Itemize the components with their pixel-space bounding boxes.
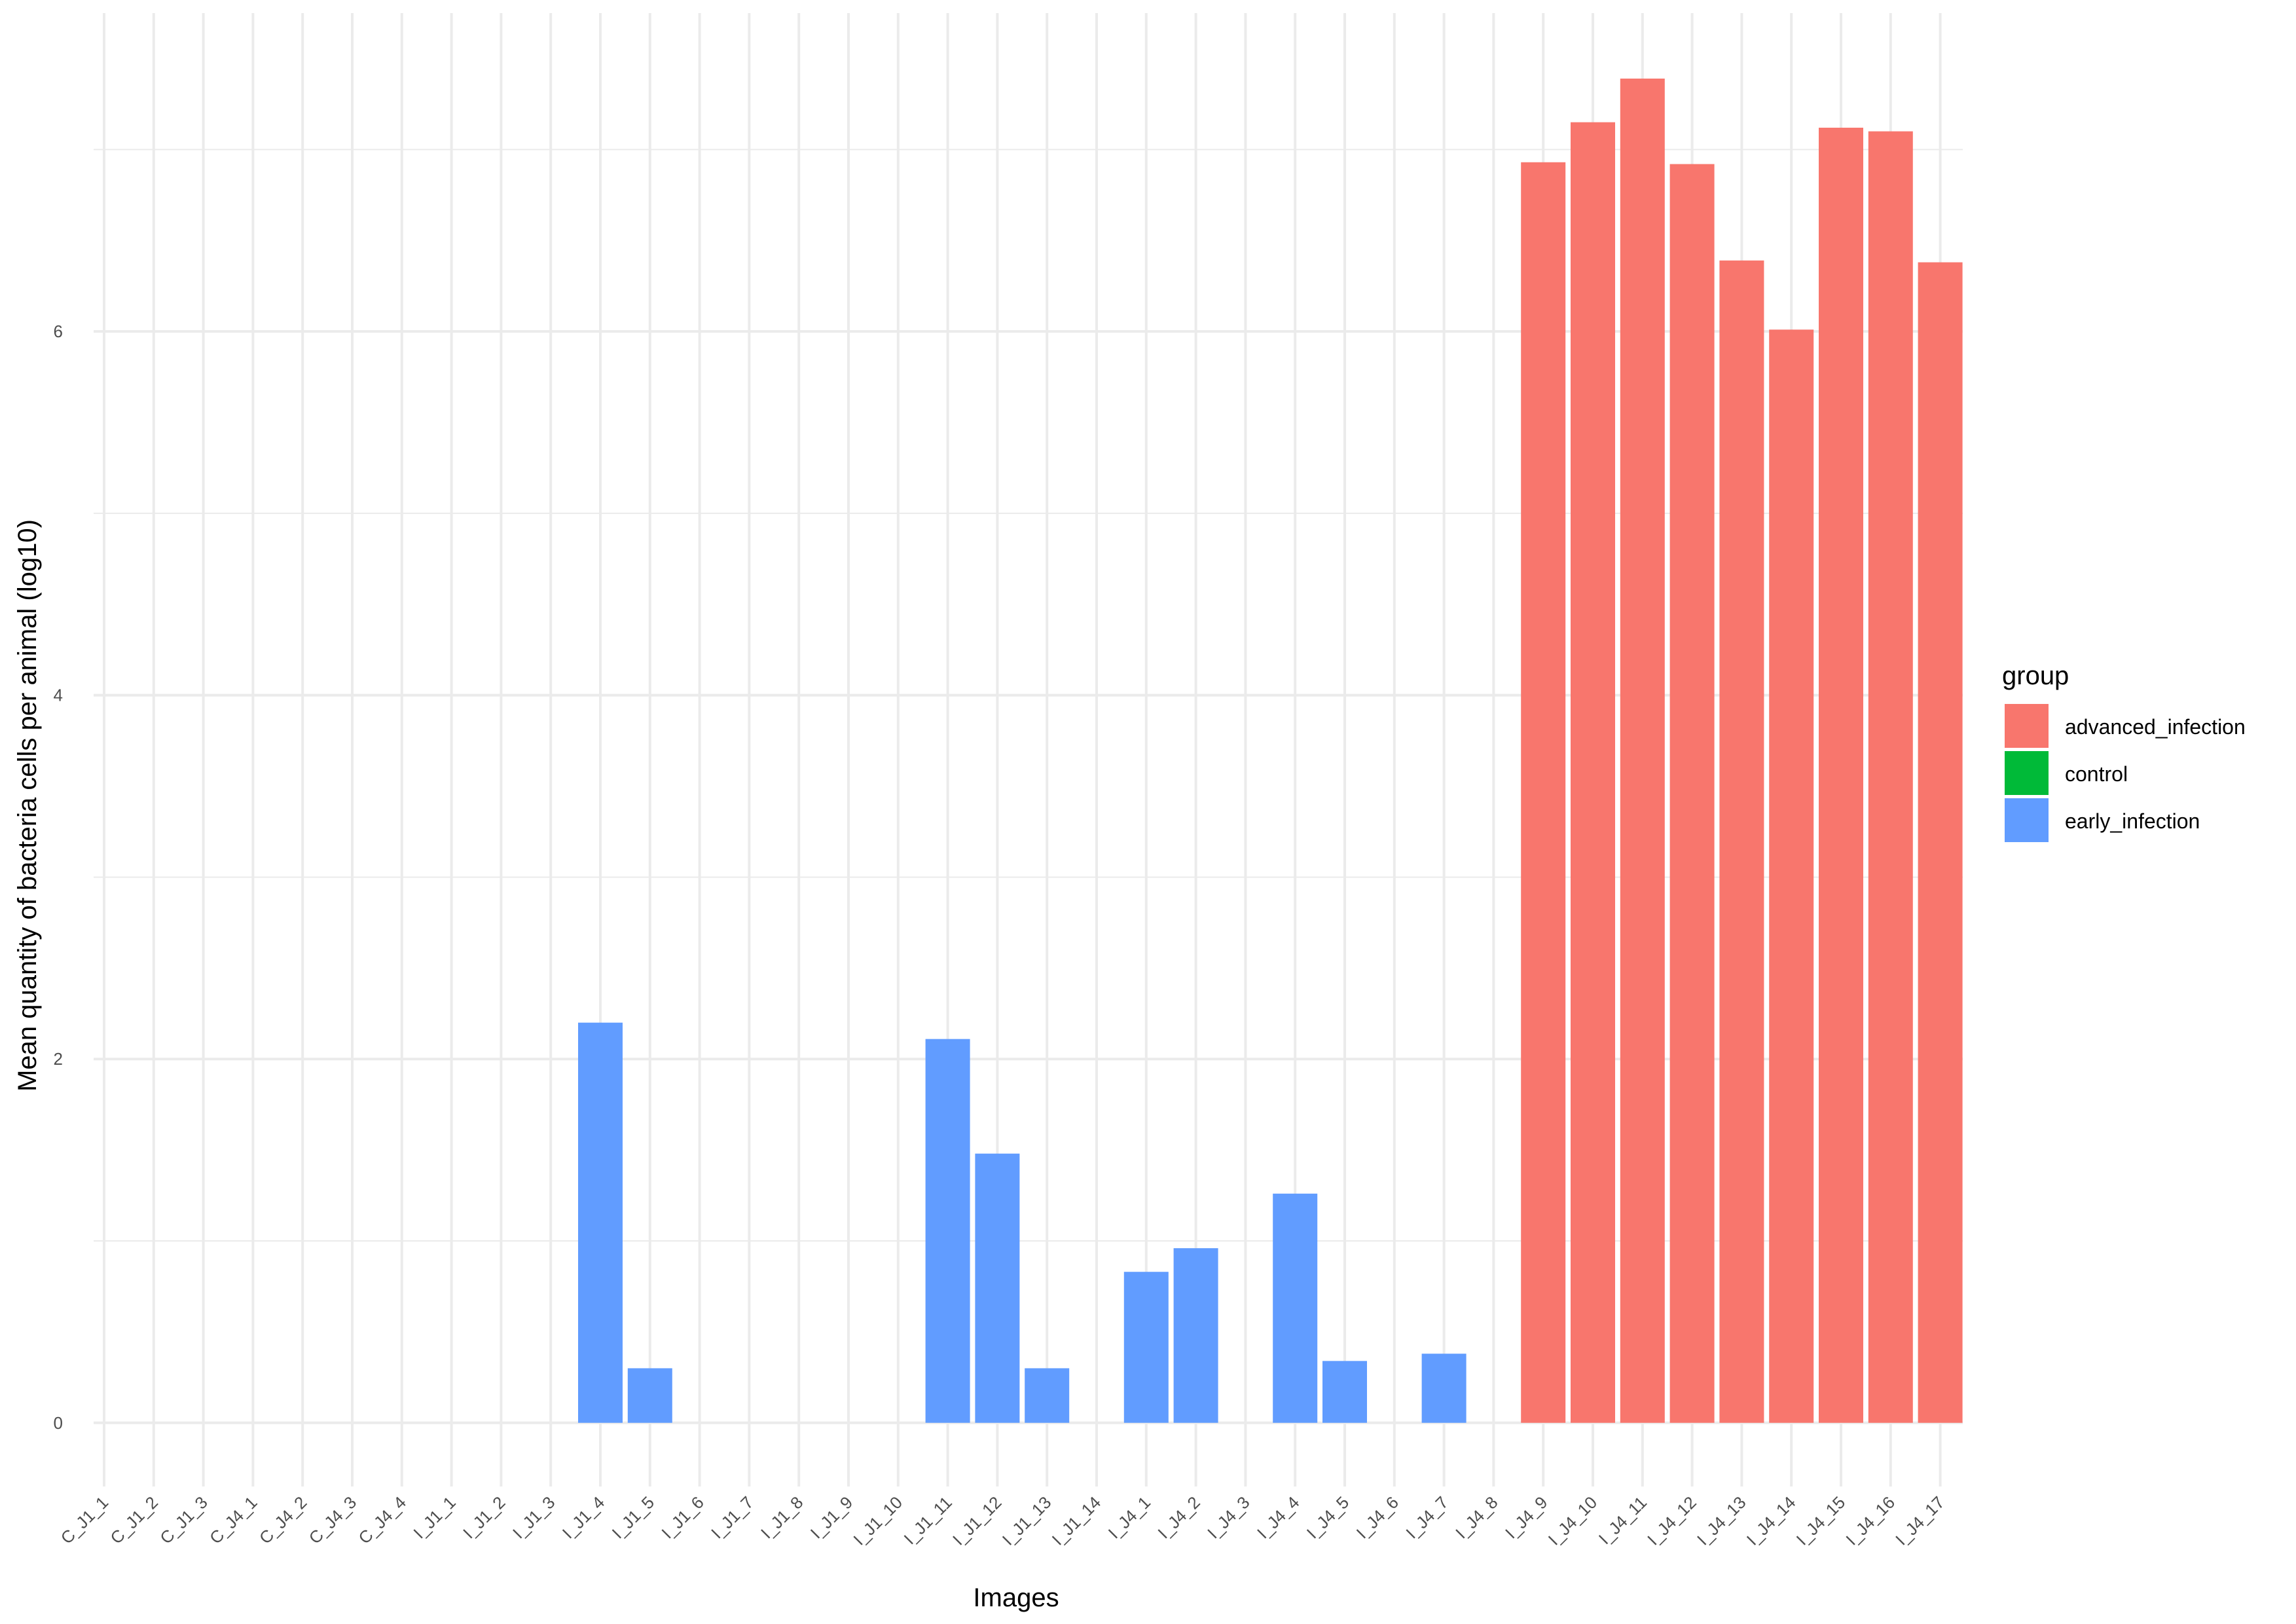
legend: group advanced_infection control early_i… [2002,661,2246,842]
bar-i-j4-16 [1868,131,1913,1423]
x-axis-title: Images [973,1583,1059,1612]
x-tick-label-i-j4-5: I_J4_5 [1303,1492,1353,1542]
x-tick-label-c-j1-3: C_J1_3 [156,1492,211,1548]
y-axis: 0 2 4 6 [54,322,63,1433]
x-tick-label-i-j4-13: I_J4_13 [1693,1492,1750,1549]
x-tick-label-i-j4-15: I_J4_15 [1793,1492,1850,1549]
x-tick-label-i-j4-4: I_J4_4 [1253,1492,1303,1542]
legend-title: group [2002,661,2069,690]
bar-i-j1-4 [578,1022,623,1423]
x-tick-label-i-j1-6: I_J1_6 [657,1492,707,1542]
x-tick-label-i-j1-3: I_J1_3 [509,1492,558,1542]
legend-label-early-infection: early_infection [2065,809,2200,833]
bar-i-j4-9 [1521,162,1566,1423]
x-tick-label-c-j4-1: C_J4_1 [206,1492,261,1548]
x-tick-label-i-j1-14: I_J1_14 [1048,1492,1105,1549]
bar-i-j4-12 [1669,164,1715,1423]
x-tick-label-c-j1-2: C_J1_2 [106,1492,162,1548]
bar-i-j4-15 [1819,128,1863,1423]
x-tick-label-i-j4-12: I_J4_12 [1643,1492,1700,1549]
x-tick-label-i-j4-7: I_J4_7 [1402,1492,1451,1542]
x-tick-label-c-j1-1: C_J1_1 [57,1492,113,1548]
x-tick-label-i-j4-10: I_J4_10 [1544,1492,1601,1549]
y-tick-label-2: 2 [54,1049,63,1069]
x-tick-label-i-j1-12: I_J1_12 [949,1492,1006,1549]
legend-key-early-infection [2005,798,2049,842]
x-tick-label-i-j4-1: I_J4_1 [1104,1492,1154,1542]
x-tick-label-i-j1-7: I_J1_7 [707,1492,757,1542]
x-tick-label-i-j1-10: I_J1_10 [849,1492,906,1549]
bar-i-j1-11 [925,1039,970,1423]
x-tick-label-i-j4-17: I_J4_17 [1891,1492,1948,1549]
bar-i-j1-13 [1025,1368,1070,1423]
x-tick-label-i-j4-11: I_J4_11 [1595,1492,1650,1548]
x-tick-label-c-j4-4: C_J4_4 [354,1492,410,1548]
bar-i-j4-2 [1173,1248,1218,1423]
x-tick-label-c-j4-3: C_J4_3 [305,1492,361,1548]
x-tick-label-i-j1-4: I_J1_4 [558,1492,608,1542]
x-tick-label-i-j1-2: I_J1_2 [459,1492,509,1542]
bar-i-j4-13 [1719,260,1764,1423]
x-tick-label-i-j1-13: I_J1_13 [998,1492,1055,1549]
y-tick-label-6: 6 [54,322,63,341]
x-tick-label-i-j1-1: I_J1_1 [409,1492,459,1542]
bar-i-j4-11 [1620,79,1665,1423]
bar-i-j4-4 [1273,1193,1318,1423]
bar-i-j4-5 [1322,1361,1367,1423]
bar-i-j4-17 [1918,262,1963,1423]
y-axis-title: Mean quantity of bacteria cells per anim… [13,519,42,1092]
bar-i-j1-12 [975,1153,1020,1423]
x-tick-label-i-j4-14: I_J4_14 [1743,1492,1800,1549]
bars [578,79,1963,1423]
y-tick-label-0: 0 [54,1413,63,1433]
bar-i-j4-7 [1421,1354,1467,1423]
x-tick-label-i-j4-3: I_J4_3 [1203,1492,1253,1542]
x-tick-label-i-j4-6: I_J4_6 [1353,1492,1402,1542]
x-axis: C_J1_1C_J1_2C_J1_3C_J4_1C_J4_2C_J4_3C_J4… [57,1492,1948,1549]
x-tick-label-c-j4-2: C_J4_2 [255,1492,311,1548]
y-tick-label-4: 4 [54,686,63,705]
legend-label-advanced-infection: advanced_infection [2065,715,2246,739]
bar-i-j4-10 [1571,122,1615,1423]
bar-i-j1-5 [627,1368,672,1423]
legend-label-control: control [2065,762,2128,786]
x-tick-label-i-j4-16: I_J4_16 [1842,1492,1899,1549]
x-tick-label-i-j1-11: I_J1_11 [900,1492,956,1548]
bar-i-j4-1 [1123,1272,1169,1423]
bar-i-j4-14 [1769,329,1814,1423]
legend-key-control [2005,751,2049,795]
x-tick-label-i-j4-8: I_J4_8 [1451,1492,1501,1542]
x-tick-label-i-j1-5: I_J1_5 [608,1492,658,1542]
legend-key-advanced-infection [2005,704,2049,748]
x-tick-label-i-j4-2: I_J4_2 [1154,1492,1203,1542]
x-tick-label-i-j1-8: I_J1_8 [757,1492,807,1542]
